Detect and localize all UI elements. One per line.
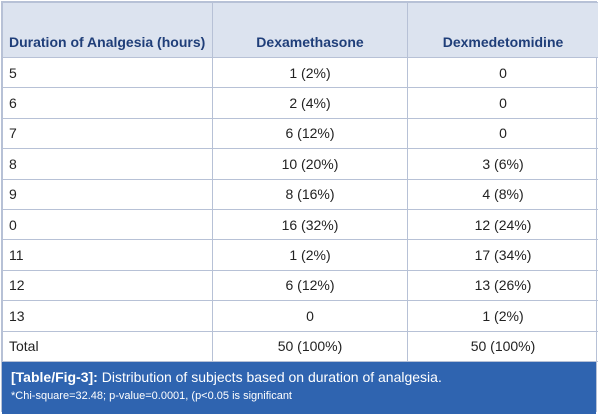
dexamethasone-cell: 16 (32%) [213,209,408,239]
caption-title: [Table/Fig-3]: Distribution of subjects … [11,368,587,386]
caption-text: Distribution of subjects based on durati… [98,369,442,385]
dexamethasone-cell: 50 (100%) [213,331,408,361]
dexmedetomidine-cell: 12 (24%) [408,209,598,239]
caption-tag: [Table/Fig-3]: [11,369,98,385]
dexmedetomidine-cell: 0 [408,58,598,88]
dexmedetomidine-cell: 0 [408,88,598,118]
dexmedetomidine-cell: 13 (26%) [408,270,598,300]
table-caption: [Table/Fig-3]: Distribution of subjects … [2,362,596,414]
dexamethasone-cell: 6 (12%) [213,270,408,300]
dexmedetomidine-cell: 4 (8%) [408,179,598,209]
dexamethasone-cell: 2 (4%) [213,88,408,118]
dexamethasone-cell: 8 (16%) [213,179,408,209]
duration-cell: 7 [3,118,213,148]
dexmedetomidine-cell: 50 (100%) [408,331,598,361]
header-duration: Duration of Analgesia (hours) [3,3,213,58]
dexamethasone-cell: 1 (2%) [213,58,408,88]
dexamethasone-cell: 0 [213,301,408,331]
duration-cell: 8 [3,149,213,179]
duration-cell: 9 [3,179,213,209]
dexmedetomidine-cell: 3 (6%) [408,149,598,179]
dexamethasone-cell: 10 (20%) [213,149,408,179]
duration-cell: 13 [3,301,213,331]
duration-cell: 12 [3,270,213,300]
duration-cell: 11 [3,240,213,270]
dexmedetomidine-cell: 1 (2%) [408,301,598,331]
dexmedetomidine-cell: 17 (34%) [408,240,598,270]
dexamethasone-cell: 1 (2%) [213,240,408,270]
analgesia-table: Duration of Analgesia (hours) Dexamethas… [2,2,598,362]
duration-cell: 5 [3,58,213,88]
duration-cell: 6 [3,88,213,118]
dexmedetomidine-cell: 0 [408,118,598,148]
header-dexamethasone: Dexamethasone [213,3,408,58]
duration-cell: Total [3,331,213,361]
caption-footnote: *Chi-square=32.48; p-value=0.0001, (p<0.… [11,388,587,404]
duration-cell: 0 [3,209,213,239]
dexamethasone-cell: 6 (12%) [213,118,408,148]
table-header-row: Duration of Analgesia (hours) Dexamethas… [3,3,598,58]
header-dexmedetomidine: Dexmedetomidine [408,3,598,58]
